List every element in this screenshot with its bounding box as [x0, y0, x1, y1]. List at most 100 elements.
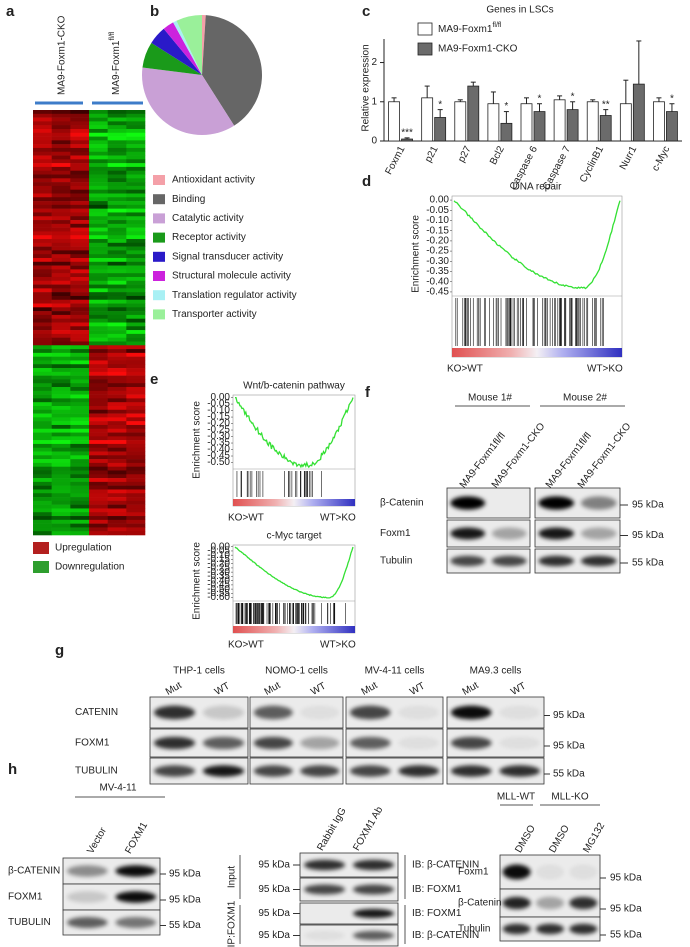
heatmap-cell: [33, 440, 52, 445]
pie-slice: [142, 42, 202, 75]
y-tick-label: -0.15: [207, 554, 230, 565]
heatmap-cell: [51, 125, 71, 130]
heatmap-cell: [51, 519, 71, 524]
heatmap-cell: [89, 402, 108, 407]
heatmap-cell: [107, 185, 127, 190]
probe-label: IB: β-CATENIN: [412, 930, 479, 941]
heatmap-cell: [33, 459, 52, 464]
heatmap-cell: [107, 326, 127, 331]
heatmap-cell: [89, 155, 108, 160]
heatmap-cell: [89, 204, 108, 209]
group-label: Mouse 2#: [563, 393, 607, 404]
row-label: FOXM1: [8, 892, 43, 903]
heatmap-cell: [126, 295, 146, 301]
heatmap-cell: [126, 345, 146, 350]
heatmap-cell: [33, 341, 52, 346]
heatmap-cell: [70, 523, 90, 528]
band: [580, 527, 617, 540]
heatmap-cell: [33, 504, 52, 509]
heatmap-cell: [126, 235, 146, 240]
heatmap-cell: [70, 307, 90, 312]
heatmap-cell: [70, 257, 90, 263]
heatmap-cell: [107, 527, 127, 532]
heatmap-cell: [89, 424, 108, 430]
heatmap-cell: [70, 394, 90, 399]
heatmap-cell: [89, 239, 108, 244]
heatmap-cell: [70, 417, 90, 422]
size-label: 55 kDa: [610, 930, 642, 941]
row-label: β-Catenin: [380, 498, 424, 509]
heatmap-cell: [51, 462, 71, 467]
lane-label: Mut: [360, 680, 380, 698]
band: [536, 923, 564, 935]
heatmap-cell: [33, 227, 52, 232]
heatmap-cell: [126, 512, 146, 517]
heatmap-cell: [89, 466, 108, 471]
band: [66, 917, 108, 928]
heatmap-cell: [107, 303, 127, 308]
heatmap-cell: [107, 121, 127, 126]
heatmap-cell: [33, 428, 52, 433]
heatmap-cell: [126, 443, 146, 449]
heatmap-cell: [70, 242, 90, 247]
heatmap-cell: [89, 311, 108, 316]
heatmap-cell: [33, 220, 52, 225]
heatmap-cell: [70, 197, 90, 202]
heatmap-cell: [51, 235, 71, 240]
heatmap-cell: [107, 352, 127, 357]
heatmap-cell: [89, 341, 108, 346]
heatmap-cell: [89, 360, 108, 365]
heatmap-cell: [51, 493, 71, 498]
heatmap-cell: [70, 121, 90, 126]
heatmap-cell: [89, 212, 108, 217]
heatmap-cell: [51, 288, 71, 293]
y-tick-label: -0.10: [207, 405, 230, 416]
heatmap-cell: [89, 136, 108, 141]
heatmap-cell: [33, 254, 52, 259]
heatmap-cell: [70, 368, 90, 373]
size-label: 95 kDa: [169, 869, 201, 880]
heatmap-cell: [89, 117, 108, 122]
heatmap-cell: [89, 443, 108, 449]
heatmap-cell: [107, 254, 127, 259]
heatmap-cell: [70, 398, 90, 403]
heatmap-cell: [126, 178, 146, 183]
heatmap-cell: [33, 239, 52, 244]
heatmap-cell: [89, 318, 108, 323]
heatmap-cell: [126, 110, 146, 115]
heatmap-cell: [126, 140, 146, 145]
heatmap-cell: [51, 136, 71, 141]
heatmap-cell: [126, 265, 146, 270]
heatmap-cell: [89, 333, 108, 338]
heatmap-cell: [51, 364, 71, 369]
heatmap-cell: [51, 231, 71, 236]
error-bar: [437, 109, 443, 118]
heatmap-cell: [51, 371, 71, 376]
band: [352, 884, 395, 895]
heatmap-cell: [126, 261, 146, 266]
heatmap-cell: [89, 303, 108, 308]
heatmap-cell: [89, 500, 108, 505]
heatmap-cell: [89, 493, 108, 498]
heatmap-cell: [70, 136, 90, 141]
band: [499, 765, 541, 777]
heatmap-cell: [51, 405, 71, 411]
heatmap-cell: [70, 405, 90, 411]
heatmap-cell: [126, 227, 146, 232]
heatmap-cell: [33, 387, 52, 392]
chart-title: Wnt/b-catenin pathway: [243, 381, 345, 392]
heatmap-cell: [70, 182, 90, 187]
heatmap-cell: [126, 428, 146, 433]
heatmap-cell: [70, 235, 90, 240]
heatmap-cell: [51, 254, 71, 259]
heatmap-cell: [51, 185, 71, 190]
y-tick-label: -0.45: [207, 451, 230, 462]
heatmap-cell: [70, 478, 90, 483]
heatmap-cell: [89, 182, 108, 187]
heatmap-cell: [107, 299, 127, 304]
legend-label-sup: fl/fl: [492, 22, 501, 29]
heatmap-cell: [70, 470, 90, 475]
heatmap-cell: [51, 379, 71, 384]
heatmap-cell: [51, 216, 71, 221]
heatmap-cell: [126, 508, 146, 513]
